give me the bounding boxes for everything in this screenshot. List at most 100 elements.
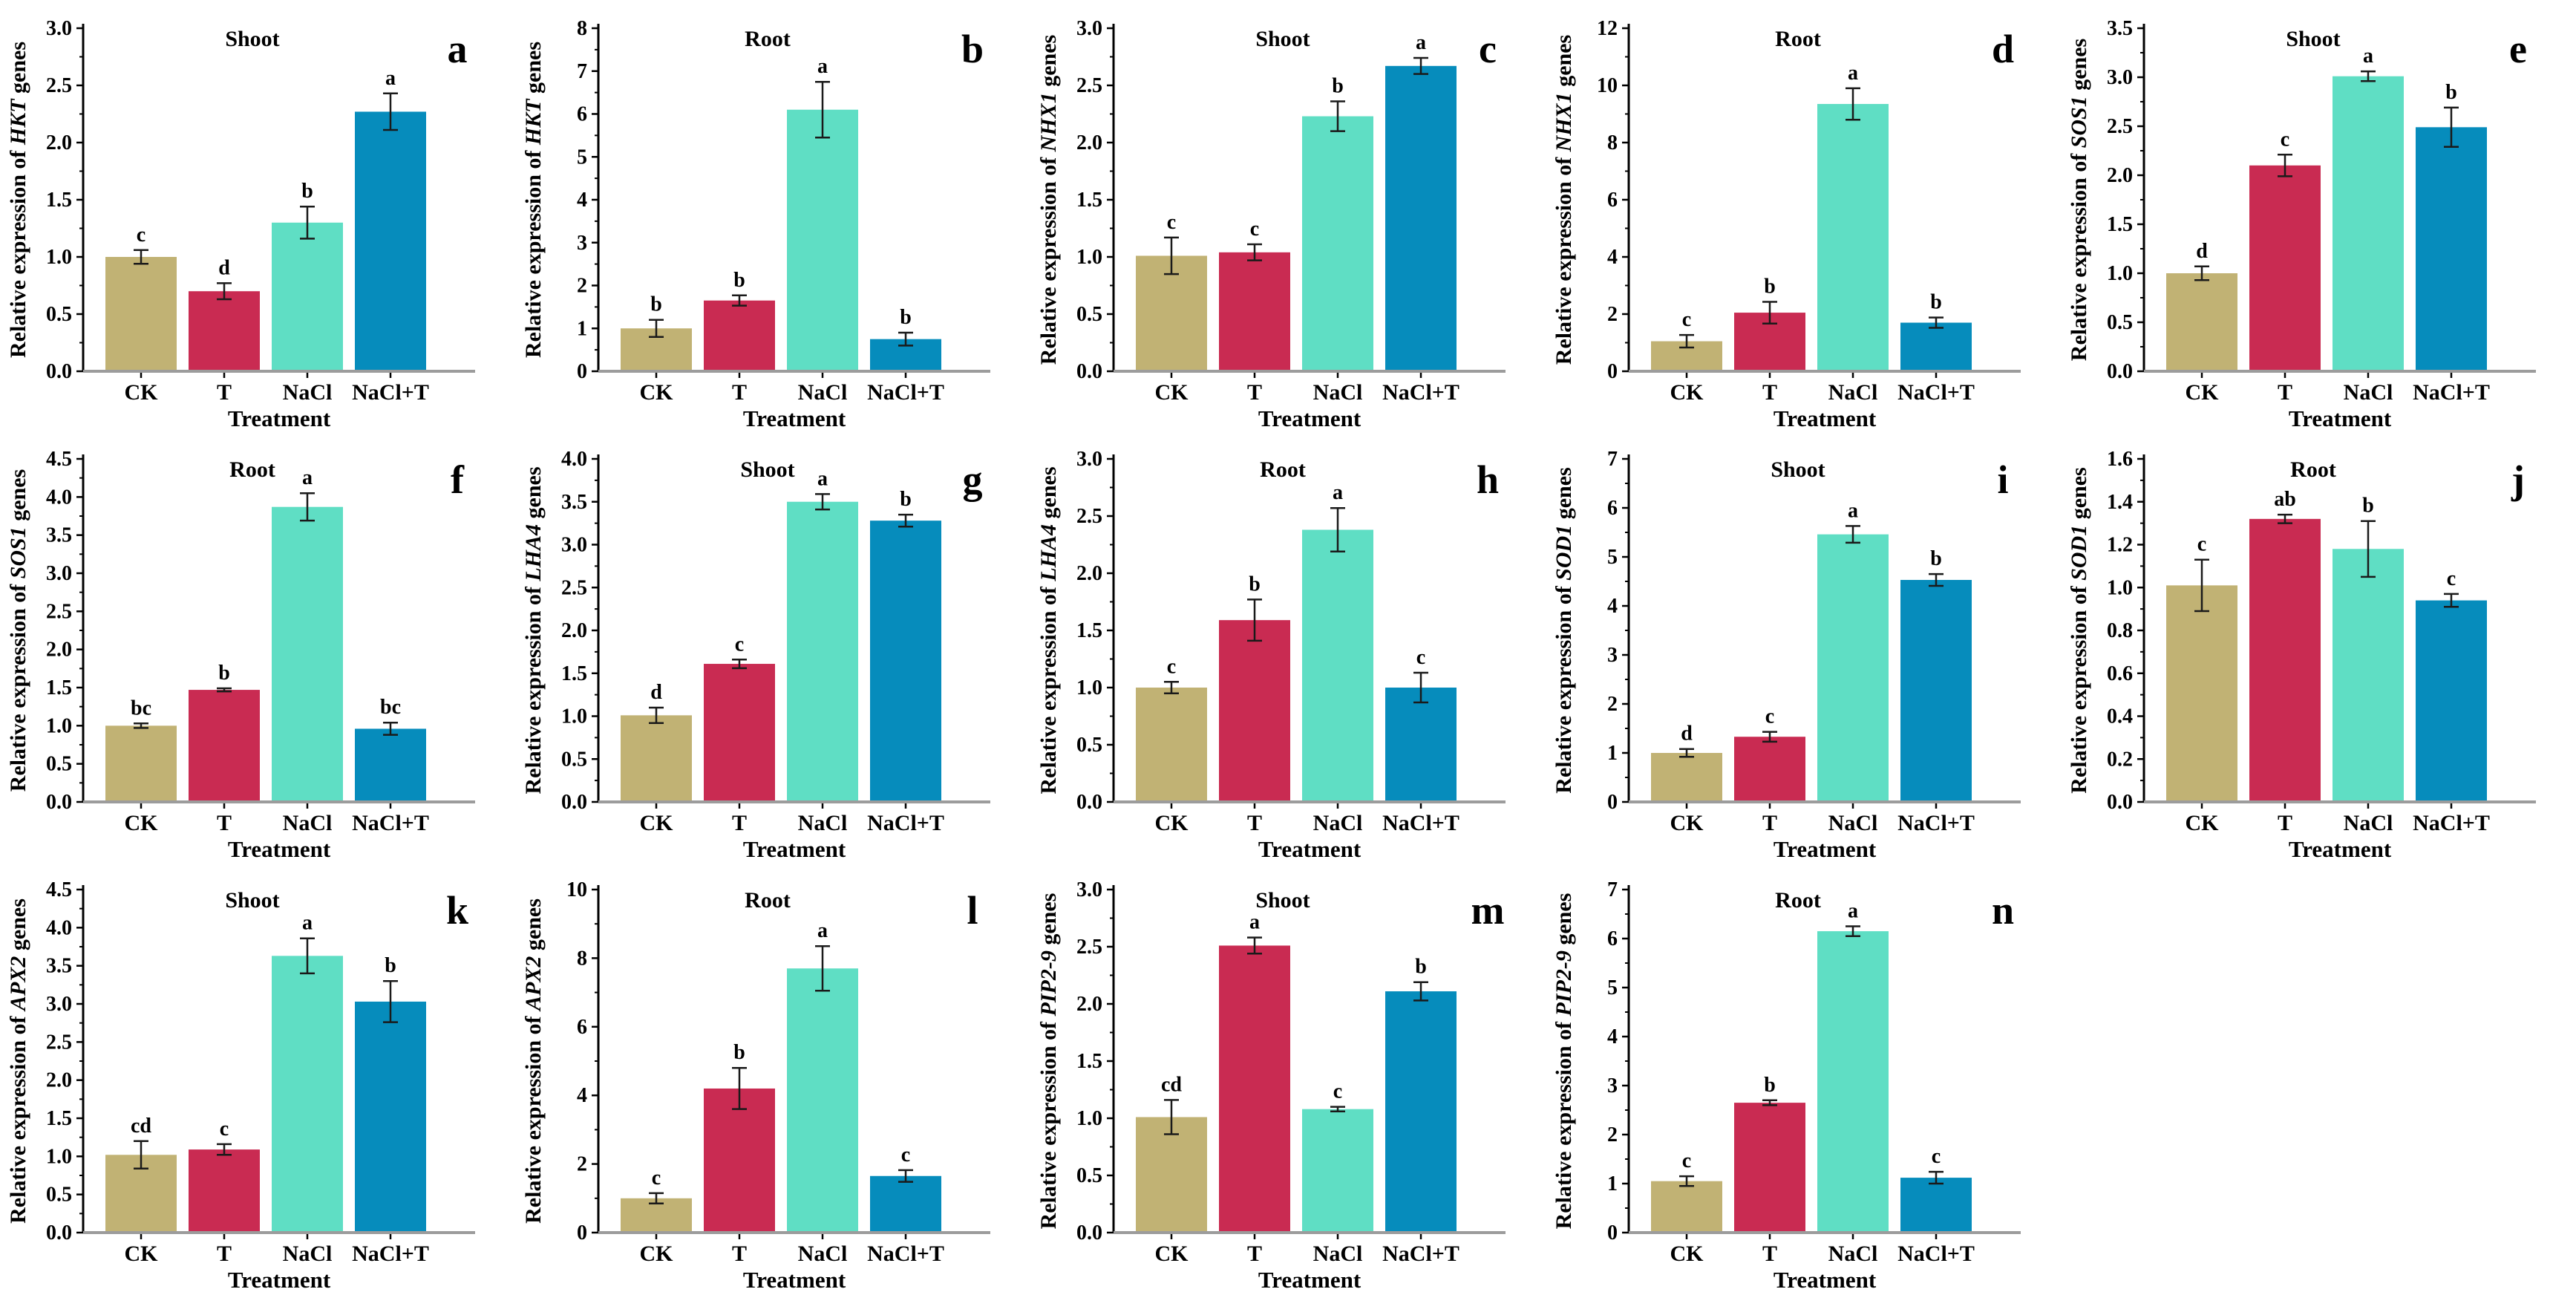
tissue-label: Shoot (2286, 27, 2340, 51)
y-tick-label: 0 (577, 360, 587, 383)
bar-NaCl (787, 968, 858, 1233)
y-tick-label: 3 (1607, 644, 1618, 667)
y-tick-label: 1.0 (1076, 246, 1102, 269)
x-axis-title: Treatment (1258, 836, 1361, 861)
bar-T (189, 291, 260, 371)
panel-letter: g (963, 457, 983, 502)
y-tick-label: 2.5 (46, 74, 72, 97)
x-axis-title: Treatment (1774, 836, 1877, 861)
y-tick-label: 2.0 (1076, 993, 1102, 1016)
y-tick-label: 1.5 (46, 1107, 72, 1130)
sig-letter: c (901, 1143, 910, 1167)
bar-NaCl (2333, 549, 2404, 802)
x-category-label: T (1762, 1242, 1777, 1266)
y-tick-label: 0.0 (46, 791, 72, 814)
sig-letter: a (302, 466, 313, 489)
y-tick-label: 1.6 (2107, 448, 2133, 471)
sig-letter: b (1930, 547, 1942, 570)
bar-T (2249, 165, 2321, 372)
y-axis-title: Relative expression of SOS1 genes (2067, 39, 2091, 361)
x-category-label: CK (1670, 1242, 1704, 1266)
x-category-label: NaCl+T (867, 811, 944, 835)
y-tick-label: 3.0 (46, 17, 72, 40)
x-category-label: CK (2186, 380, 2220, 405)
y-axis-title: Relative expression of SOD1 genes (2067, 467, 2091, 793)
x-category-label: T (2278, 811, 2292, 835)
sig-letter: b (301, 180, 313, 203)
sig-letter: c (1250, 218, 1259, 241)
sig-letter: c (1333, 1080, 1342, 1103)
y-tick-label: 4 (577, 189, 587, 212)
x-axis-title: Treatment (743, 836, 846, 861)
bar-NaCl+T (1385, 65, 1457, 371)
panel-letter: c (1479, 27, 1497, 71)
y-tick-label: 3.0 (561, 534, 587, 557)
x-axis-title: Treatment (228, 1267, 331, 1292)
sig-letter: c (1682, 308, 1691, 331)
y-tick-label: 3.5 (46, 524, 72, 547)
bar-NaCl (272, 506, 343, 802)
bar-CK (621, 715, 692, 802)
y-tick-label: 3.5 (46, 955, 72, 978)
panel-letter: e (2509, 27, 2527, 71)
bar-NaCl (1302, 116, 1373, 371)
y-tick-label: 7 (577, 60, 587, 83)
panel-letter: m (1471, 888, 1505, 933)
y-tick-label: 0.0 (2107, 360, 2133, 383)
x-category-label: NaCl+T (867, 1242, 944, 1266)
x-category-label: CK (125, 811, 159, 835)
x-axis-title: Treatment (2289, 405, 2392, 431)
panel-e-chart: 0.0 0.5 1.0 1.5 2.0 2.5 3.0 3.5 Relative express… (2067, 17, 2536, 431)
x-axis-title: Treatment (2289, 836, 2392, 861)
y-tick-label: 2.0 (46, 639, 72, 662)
y-tick-label: 10 (566, 878, 587, 901)
y-tick-label: 0.5 (1076, 303, 1102, 326)
sig-letter: c (1932, 1145, 1941, 1168)
panel-h-chart: 0.0 0.5 1.0 1.5 2.0 2.5 3.0 Relative expression… (1036, 448, 1506, 861)
y-tick-label: 3 (577, 232, 587, 255)
y-tick-label: 5 (1607, 546, 1618, 569)
x-category-label: CK (125, 380, 159, 405)
bar-NaCl+T (870, 521, 941, 802)
x-category-label: NaCl (1828, 380, 1878, 405)
y-tick-label: 1.5 (46, 189, 72, 212)
tissue-label: Shoot (225, 888, 279, 913)
bar-NaCl (1817, 104, 1889, 371)
sig-letter: c (652, 1167, 661, 1190)
y-tick-label: 6 (1607, 927, 1618, 950)
y-tick-label: 7 (1607, 448, 1618, 471)
tissue-label: Root (745, 888, 791, 913)
bar-CK (105, 725, 177, 802)
y-tick-label: 2.0 (561, 619, 587, 642)
x-category-label: NaCl+T (867, 380, 944, 405)
sig-letter: b (1415, 956, 1427, 979)
y-tick-label: 2.5 (1076, 505, 1102, 528)
sig-letter: b (218, 662, 230, 685)
bar-NaCl+T (870, 1175, 941, 1233)
x-category-label: T (732, 380, 747, 405)
y-tick-label: 0.2 (2107, 748, 2133, 771)
sig-letter: a (302, 912, 313, 935)
bar-T (1219, 620, 1290, 802)
sig-letter: b (900, 306, 912, 329)
x-axis-title: Treatment (1258, 405, 1361, 431)
sig-letter: d (1681, 722, 1693, 745)
bar-NaCl+T (1900, 580, 1972, 802)
bar-T (1734, 1103, 1805, 1233)
bar-CK (1136, 688, 1207, 802)
y-tick-label: 0.0 (46, 1221, 72, 1244)
sig-letter: d (2196, 240, 2208, 263)
sig-letter: cd (1161, 1073, 1182, 1096)
x-axis-title: Treatment (228, 836, 331, 861)
sig-letter: c (1167, 655, 1176, 678)
sig-letter: c (2281, 128, 2289, 151)
y-tick-label: 2.0 (1076, 562, 1102, 585)
x-axis-title: Treatment (743, 405, 846, 431)
y-axis-title: Relative expression of PIP2-9 genes (1552, 893, 1576, 1230)
x-category-label: NaCl+T (1382, 1242, 1459, 1266)
sig-letter: d (218, 256, 230, 279)
bar-NaCl+T (355, 111, 426, 372)
sig-letter: a (1848, 62, 1858, 85)
sig-letter: b (733, 269, 745, 292)
y-tick-label: 4.0 (46, 916, 72, 939)
